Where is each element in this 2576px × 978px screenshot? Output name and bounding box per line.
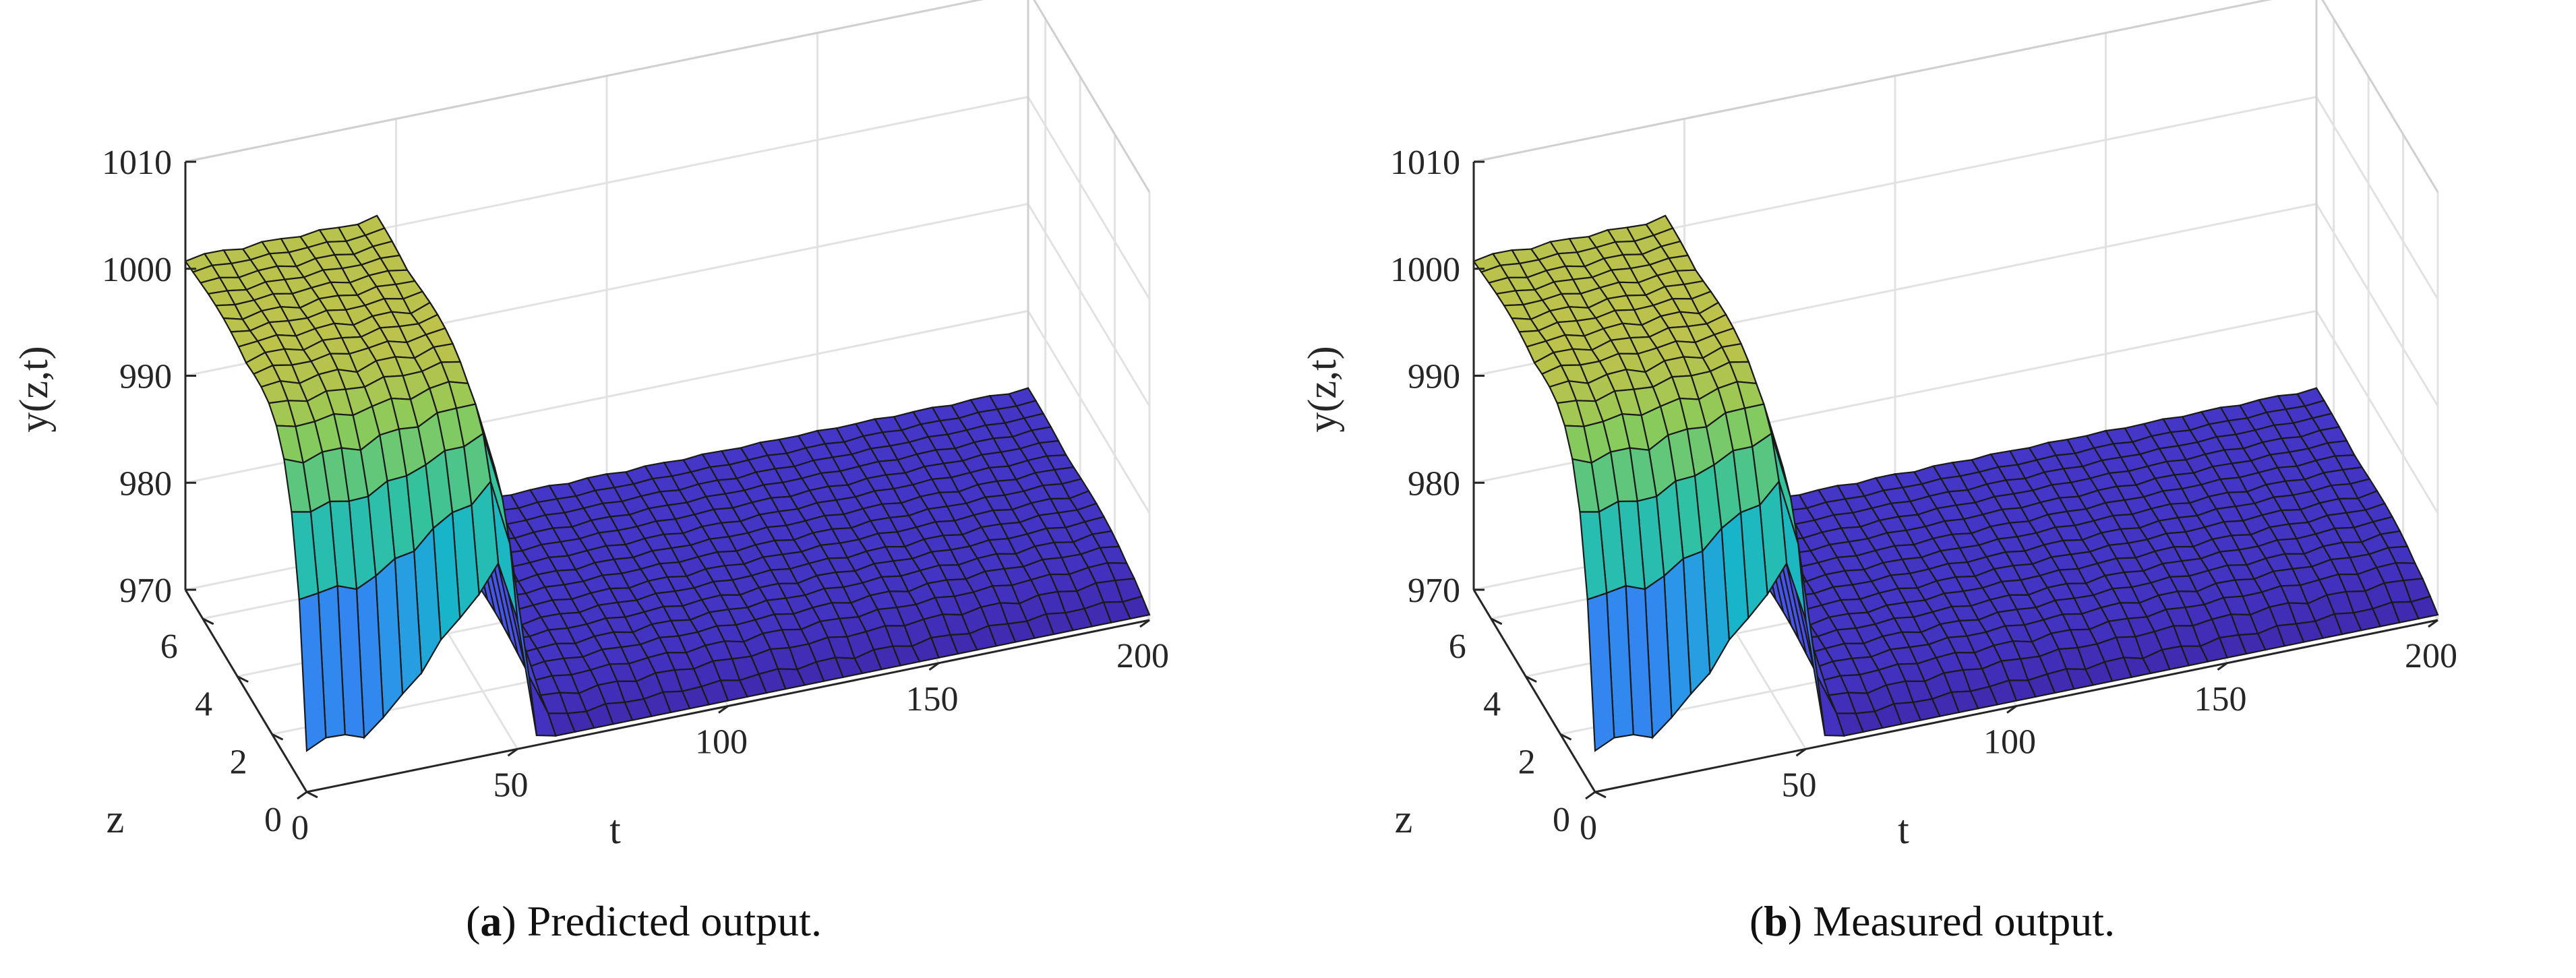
tick-label-t: 200: [1116, 637, 1169, 675]
surface-patch: [1586, 592, 1615, 752]
caption-paren-open: (: [1749, 897, 1764, 945]
caption-paren-close: ): [502, 897, 516, 945]
tick-t: [507, 748, 518, 757]
tick-label-y: 1000: [1390, 251, 1460, 289]
t-axis-label: t: [1898, 807, 1909, 852]
tick-label-z: 6: [160, 628, 178, 666]
caption-paren-open: (: [466, 897, 481, 945]
tick-label-z: 0: [264, 801, 282, 839]
tick-label-y: 980: [119, 464, 172, 503]
tick-z: [237, 675, 249, 683]
tick-t: [2217, 662, 2228, 671]
tick-label-t: 150: [2194, 680, 2247, 719]
caption-a: (a) Predicted output.: [0, 896, 1288, 946]
tick-t: [2006, 705, 2017, 714]
tick-z: [1559, 733, 1572, 741]
tick-label-t: 50: [1782, 766, 1817, 804]
tick-z: [202, 617, 214, 625]
tick-t: [2428, 619, 2438, 628]
z-axis-label: z: [107, 797, 125, 841]
tick-label-y: 1010: [1390, 144, 1460, 182]
z-axis-line: [184, 589, 308, 793]
tick-label-y: 970: [1408, 572, 1460, 610]
tick-t: [1585, 791, 1596, 800]
tick-z: [1491, 617, 1503, 625]
tick-label-y: 980: [1408, 464, 1460, 503]
caption-paren-close: ): [1787, 897, 1803, 945]
tick-label-z: 0: [1553, 801, 1570, 839]
tick-label-t: 150: [906, 680, 959, 719]
tick-label-y: 1010: [102, 144, 172, 182]
tick-z: [271, 733, 284, 741]
tick-t: [297, 791, 307, 800]
z-axis-line: [1472, 589, 1596, 793]
tick-label-t: 200: [2405, 637, 2457, 675]
tick-t: [1795, 748, 1807, 757]
tick-label-z: 2: [1518, 743, 1536, 781]
tick-label-z: 6: [1449, 628, 1466, 666]
panel-a: 0 50 100 150 200 0 2 4 6 970 980 990 1000 1010 t z y(z,t…: [0, 0, 1288, 946]
box-edge-top: [185, 0, 1151, 193]
surface: [184, 214, 1151, 752]
surface-patch: [298, 592, 327, 752]
axes: 050100150200024697098099010001010tzy(z,t…: [11, 144, 1169, 852]
surface-plot-a: 050100150200024697098099010001010tzy(z,t…: [11, 0, 1169, 852]
tick-t: [928, 662, 940, 671]
tick-label-y: 990: [119, 358, 172, 396]
gridline-y: [185, 0, 1151, 193]
caption-text: Predicted output.: [516, 897, 822, 945]
tick-label-t: 100: [695, 723, 748, 762]
tick-t: [718, 705, 729, 714]
tick-label-t: 0: [291, 809, 309, 847]
caption-text: Measured output.: [1802, 897, 2116, 945]
tick-label-z: 4: [1483, 685, 1501, 724]
z-axis-label: z: [1395, 797, 1413, 841]
t-axis-label: t: [609, 807, 621, 852]
tick-label-z: 4: [195, 685, 212, 724]
tick-label-t: 0: [1580, 809, 1597, 847]
axes: 050100150200024697098099010001010tzy(z,t…: [1300, 144, 2457, 852]
gridline-y: [1473, 0, 2439, 193]
y-axis-label: y(z,t): [1300, 346, 1344, 432]
tick-label-y: 970: [119, 572, 172, 610]
tick-label-t: 100: [1983, 723, 2036, 762]
box-edge-top: [1473, 0, 2439, 193]
caption-label: a: [480, 897, 502, 945]
tick-label-z: 2: [230, 743, 247, 781]
caption-label: b: [1764, 897, 1788, 945]
tick-label-y: 1000: [102, 251, 172, 289]
tick-z: [1525, 675, 1537, 683]
caption-b: (b) Measured output.: [1288, 896, 2576, 946]
panel-b: 0 50 100 150 200 0 2 4 6 970 980 990 1000 1010 t z y(z,t…: [1288, 0, 2576, 978]
tick-t: [1139, 619, 1150, 628]
surface: [1472, 214, 2439, 752]
tick-z: [306, 791, 318, 799]
tick-z: [1594, 791, 1607, 799]
surface-plot-b: 050100150200024697098099010001010tzy(z,t…: [1300, 0, 2457, 852]
tick-label-y: 990: [1408, 358, 1460, 396]
tick-label-t: 50: [493, 766, 529, 804]
y-axis-label: y(z,t): [11, 346, 56, 432]
